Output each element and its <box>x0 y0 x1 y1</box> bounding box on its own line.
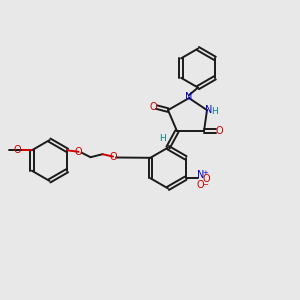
Text: O: O <box>197 180 205 190</box>
Text: O: O <box>203 174 211 184</box>
Text: N: N <box>205 105 212 115</box>
Text: −: − <box>202 182 208 188</box>
Text: N: N <box>185 92 193 102</box>
Text: O: O <box>109 152 117 162</box>
Text: O: O <box>150 102 158 112</box>
Text: N: N <box>197 170 204 180</box>
Text: +: + <box>202 170 208 176</box>
Text: H: H <box>211 107 218 116</box>
Text: O: O <box>216 126 224 136</box>
Text: O: O <box>75 147 83 157</box>
Text: O: O <box>14 145 21 155</box>
Text: H: H <box>159 134 165 143</box>
